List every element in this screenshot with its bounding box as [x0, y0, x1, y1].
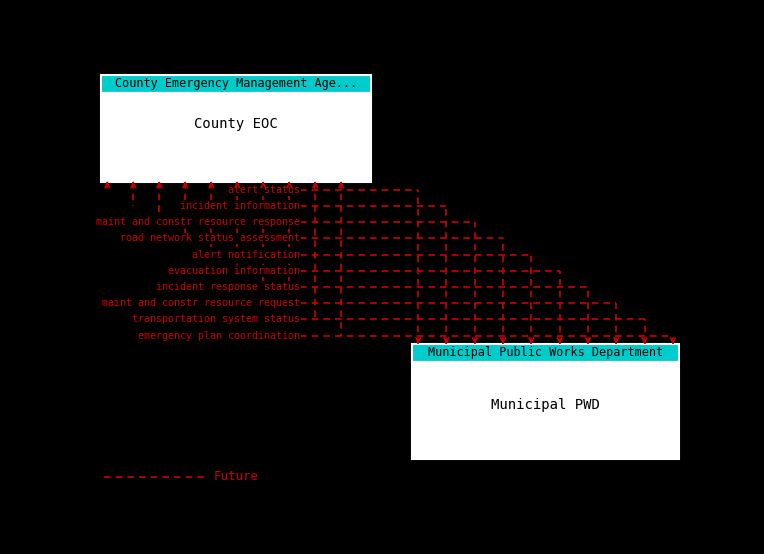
FancyBboxPatch shape	[102, 75, 371, 93]
Text: incident response status: incident response status	[156, 282, 299, 292]
Text: incident information: incident information	[180, 201, 299, 211]
Text: emergency plan coordination: emergency plan coordination	[138, 331, 299, 341]
Text: Municipal PWD: Municipal PWD	[491, 398, 600, 412]
Text: transportation system status: transportation system status	[131, 315, 299, 325]
FancyBboxPatch shape	[102, 93, 371, 182]
FancyBboxPatch shape	[413, 362, 678, 459]
Text: Municipal Public Works Department: Municipal Public Works Department	[428, 346, 663, 359]
Text: County EOC: County EOC	[194, 117, 278, 131]
Text: evacuation information: evacuation information	[168, 266, 299, 276]
Text: County Emergency Management Age...: County Emergency Management Age...	[115, 78, 358, 90]
FancyBboxPatch shape	[413, 343, 678, 362]
Text: alert status: alert status	[228, 185, 299, 195]
Text: maint and constr resource request: maint and constr resource request	[102, 298, 299, 308]
Text: alert notification: alert notification	[192, 250, 299, 260]
Text: road network status assessment: road network status assessment	[120, 233, 299, 243]
Text: maint and constr resource response: maint and constr resource response	[96, 217, 299, 227]
Text: Future: Future	[214, 470, 259, 483]
